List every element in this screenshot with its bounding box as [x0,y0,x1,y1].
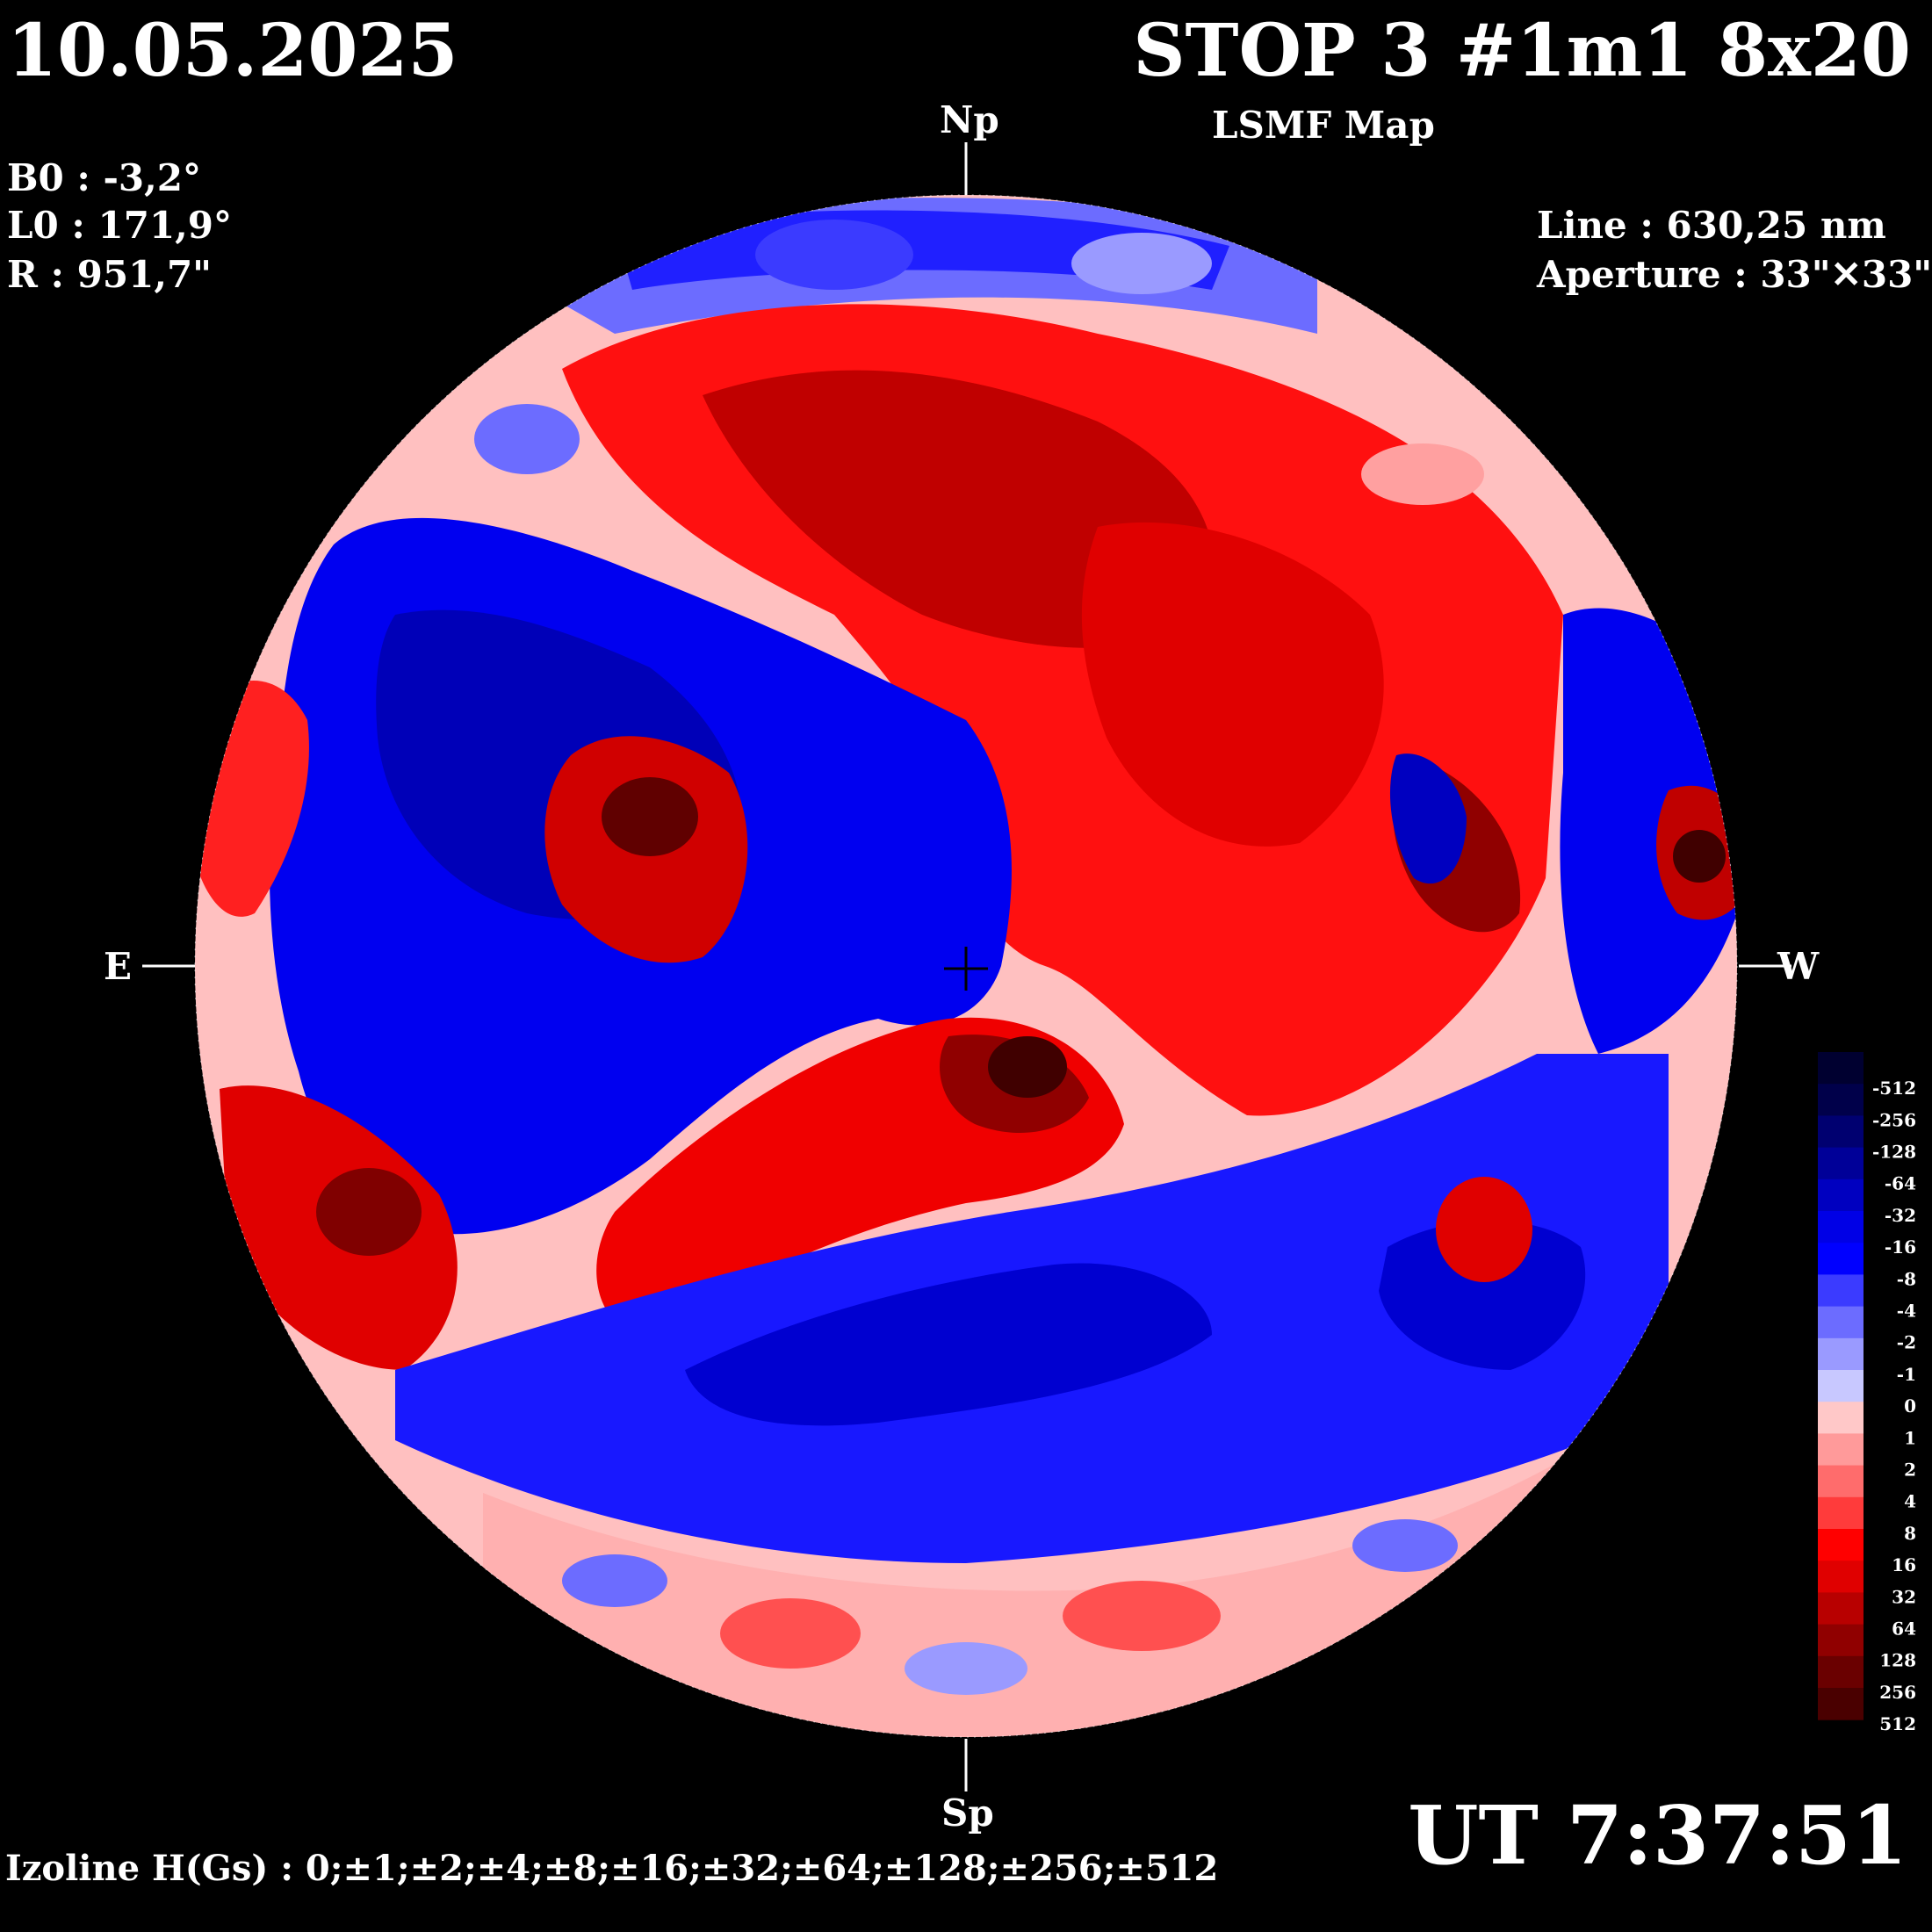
scale-swatch [1818,1179,1864,1212]
scale-label: -32 [1885,1205,1916,1226]
compass-south: Sp [941,1791,994,1835]
scale-swatch [1818,1496,1864,1530]
scale-label: -16 [1885,1236,1916,1258]
param-r: R : 951,7" [7,253,213,296]
spectral-line: Line : 630,25 nm [1537,204,1886,247]
compass-west: W [1777,945,1820,988]
scale-swatch [1818,1211,1864,1244]
scale-label: -2 [1897,1332,1916,1353]
scale-label: 8 [1904,1523,1916,1544]
scale-label: 16 [1892,1554,1916,1575]
param-b0: B0 : -3,2° [7,156,201,199]
scale-swatch [1818,1052,1864,1085]
center-crosshair [944,947,988,991]
scale-label: 512 [1879,1713,1916,1734]
scale-label: 128 [1879,1650,1916,1671]
scale-label: -256 [1872,1109,1916,1130]
scale-label: -512 [1872,1078,1916,1099]
scale-label: -4 [1897,1301,1916,1322]
compass-east: E [104,945,133,988]
scale-label: 0 [1904,1395,1916,1417]
scale-swatch [1818,1624,1864,1657]
disk-field-map [195,195,1737,1737]
scale-swatch [1818,1402,1864,1434]
scale-swatch [1818,1306,1864,1339]
observation-date: 10.05.2025 [7,9,458,93]
scale-label: -64 [1885,1173,1916,1194]
scale-label: -8 [1897,1268,1916,1289]
scale-swatch [1818,1592,1864,1626]
compass-north: Np [940,98,999,141]
izoline-legend: Izoline H(Gs) : 0;±1;±2;±4;±8;±16;±32;±6… [5,1848,1219,1889]
aperture: Aperture : 33"✕33" [1537,253,1932,296]
scale-swatch [1818,1433,1864,1467]
scale-label: 64 [1892,1618,1916,1640]
scale-swatch [1818,1274,1864,1308]
axis-ticks [142,142,1791,1791]
scale-swatch [1818,1370,1864,1402]
scale-label: 4 [1904,1491,1916,1512]
scale-label: 2 [1904,1460,1916,1481]
map-title: STOP 3 #1m1 8x20 [1133,9,1911,93]
scale-swatch [1818,1243,1864,1275]
scale-label: -1 [1897,1364,1916,1385]
scale-label: 1 [1904,1427,1916,1448]
scale-swatch [1818,1147,1864,1180]
scale-swatch [1818,1465,1864,1498]
scale-swatch [1818,1337,1864,1371]
scale-label: 32 [1892,1586,1916,1607]
scale-label: 256 [1879,1682,1916,1703]
scale-swatch [1818,1561,1864,1593]
scale-swatch [1818,1655,1864,1689]
scale-swatch [1818,1115,1864,1149]
scale-label: -128 [1872,1142,1916,1163]
ut-time: UT 7:37:51 [1408,1788,1907,1883]
scale-swatch [1818,1084,1864,1116]
scale-swatch [1818,1529,1864,1561]
param-l0: L0 : 171,9° [7,204,233,247]
scale-swatch [1818,1688,1864,1720]
map-subtitle: LSMF Map [1212,104,1435,147]
color-scale: -512 -256 -128 -64 -32 -16 -8 -4 -2 -1 0 1 2 4 8 16 32 64… [1818,1052,1916,1734]
